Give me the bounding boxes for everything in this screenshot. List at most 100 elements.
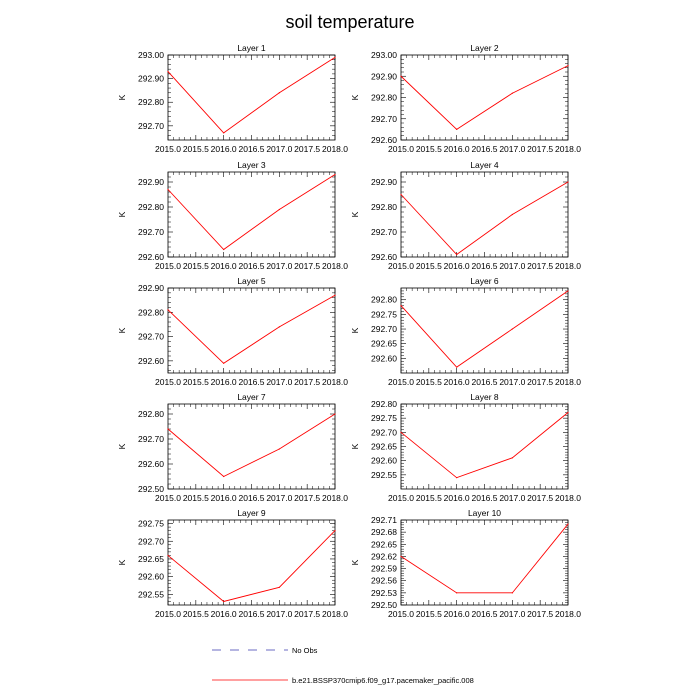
y-axis-label: K	[350, 94, 360, 100]
series-line	[167, 56, 336, 134]
y-axis-label: K	[117, 443, 127, 449]
x-tick-label: 2015.0	[388, 144, 414, 154]
data-point	[567, 290, 569, 292]
y-tick-label: 292.90	[371, 71, 397, 81]
y-tick-label: 292.70	[371, 324, 397, 334]
data-point	[334, 530, 336, 532]
panel-title: Layer 4	[470, 160, 499, 170]
data-point	[278, 208, 280, 211]
panel-title: Layer 8	[470, 392, 499, 402]
series-line	[167, 413, 336, 478]
x-tick-label: 2016.0	[444, 144, 470, 154]
legend: No Obs b.e21.BSSP370cmip6.f09_g17.pacema…	[212, 646, 474, 685]
y-tick-label: 292.80	[371, 93, 397, 103]
x-tick-label: 2015.0	[155, 493, 181, 503]
chart-title: soil temperature	[285, 12, 414, 32]
x-tick-label: 2015.5	[416, 493, 442, 503]
y-tick-label: 292.80	[138, 202, 164, 212]
y-tick-label: 292.90	[371, 177, 397, 187]
x-tick-label: 2016.0	[211, 261, 237, 271]
x-tick-label: 2015.0	[388, 493, 414, 503]
y-tick-label: 292.65	[371, 339, 397, 349]
data-point	[223, 600, 225, 603]
series-line	[400, 181, 569, 256]
panel-title: Layer 6	[470, 276, 499, 286]
y-tick-label: 293.00	[138, 50, 164, 60]
data-point	[167, 188, 169, 191]
plot-frame	[167, 287, 336, 374]
y-tick-label: 292.80	[138, 307, 164, 317]
x-tick-label: 2018.0	[322, 493, 348, 503]
x-tick-label: 2015.5	[416, 261, 442, 271]
x-tick-label: 2016.5	[239, 144, 265, 154]
plot-frame	[167, 54, 336, 141]
y-tick-label: 292.70	[138, 121, 164, 131]
x-tick-label: 2016.0	[444, 261, 470, 271]
x-tick-label: 2017.5	[294, 144, 320, 154]
x-tick-label: 2017.5	[294, 609, 320, 619]
plot-frame	[167, 519, 336, 606]
y-tick-label: 292.60	[371, 252, 397, 262]
x-tick-label: 2017.0	[266, 609, 292, 619]
y-tick-label: 292.60	[138, 572, 164, 582]
y-tick-label: 292.75	[371, 413, 397, 423]
y-axis-label: K	[350, 327, 360, 333]
data-point	[167, 428, 169, 430]
x-tick-label: 2015.0	[388, 609, 414, 619]
data-point	[334, 173, 336, 176]
x-tick-label: 2018.0	[555, 377, 581, 387]
y-axis-label: K	[117, 559, 127, 565]
data-point	[400, 193, 402, 196]
data-point	[456, 366, 458, 368]
x-tick-label: 2016.5	[472, 493, 498, 503]
y-tick-label: 292.80	[371, 399, 397, 409]
x-tick-label: 2016.0	[444, 377, 470, 387]
data-point	[167, 554, 169, 557]
series-line	[400, 290, 569, 368]
y-tick-label: 292.60	[371, 135, 397, 145]
y-axis-label: K	[350, 211, 360, 217]
x-tick-label: 2017.5	[294, 377, 320, 387]
data-point	[567, 181, 569, 183]
x-tick-label: 2015.5	[416, 377, 442, 387]
x-tick-label: 2018.0	[555, 144, 581, 154]
x-tick-label: 2015.5	[183, 609, 209, 619]
x-tick-label: 2018.0	[555, 609, 581, 619]
y-tick-label: 292.70	[138, 332, 164, 342]
x-tick-label: 2018.0	[322, 144, 348, 154]
x-tick-label: 2018.0	[322, 609, 348, 619]
x-tick-label: 2016.0	[211, 377, 237, 387]
y-axis-label: K	[350, 443, 360, 449]
data-point	[511, 457, 513, 459]
x-tick-label: 2017.5	[527, 493, 553, 503]
x-tick-label: 2016.0	[211, 144, 237, 154]
data-point	[278, 92, 280, 94]
data-point	[223, 132, 225, 134]
x-tick-label: 2015.5	[416, 609, 442, 619]
y-tick-label: 292.60	[371, 353, 397, 363]
x-tick-label: 2016.5	[472, 377, 498, 387]
y-tick-label: 293.00	[371, 50, 397, 60]
y-tick-label: 292.56	[371, 576, 397, 586]
data-point	[334, 294, 336, 296]
panel-title: Layer 3	[237, 160, 266, 170]
y-tick-label: 292.65	[371, 442, 397, 452]
x-tick-label: 2017.5	[527, 609, 553, 619]
series-line	[167, 294, 336, 364]
x-tick-label: 2018.0	[322, 377, 348, 387]
y-tick-label: 292.60	[138, 459, 164, 469]
data-point	[278, 586, 280, 588]
x-tick-label: 2017.0	[266, 261, 292, 271]
x-tick-label: 2015.0	[155, 144, 181, 154]
y-axis-label: K	[117, 94, 127, 100]
data-point	[511, 213, 513, 216]
panel-title: Layer 7	[237, 392, 266, 402]
